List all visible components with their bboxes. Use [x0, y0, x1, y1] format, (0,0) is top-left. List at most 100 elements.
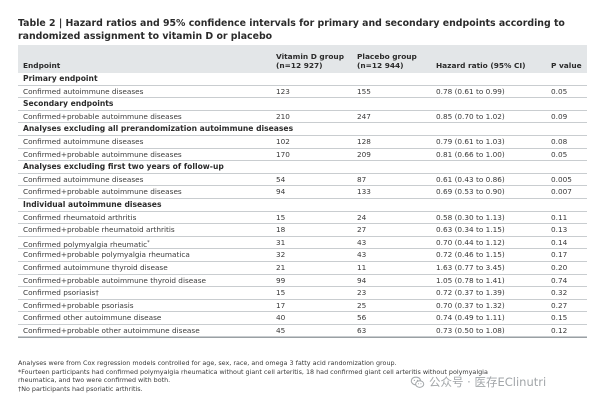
table-row: Confirmed+probable other autoimmune dise… — [18, 325, 587, 338]
cell-p-value: 0.13 — [551, 225, 568, 235]
cell-vitamin-d: 21 — [276, 262, 286, 272]
cell-hazard-ratio: 0.85 (0.70 to 1.02) — [436, 111, 505, 121]
cell-placebo: 133 — [357, 187, 371, 197]
endpoint-text: Confirmed autoimmune diseases — [23, 136, 144, 146]
cell-vitamin-d: 45 — [276, 325, 286, 335]
cell-hazard-ratio: 0.61 (0.43 to 0.86) — [436, 174, 505, 184]
cell-hazard-ratio: 0.63 (0.34 to 1.15) — [436, 225, 505, 235]
section-heading: Primary endpoint — [18, 73, 587, 86]
endpoint-text: Confirmed+probable rheumatoid arthritis — [23, 225, 175, 235]
table-row: Confirmed+probable autoimmune diseases 21… — [18, 111, 587, 124]
cell-placebo: 128 — [357, 136, 371, 146]
endpoint-text: Confirmed+probable autoimmune thyroid di… — [23, 275, 207, 285]
cell-vitamin-d: 210 — [276, 111, 290, 121]
cell-placebo: 25 — [357, 300, 367, 310]
cell-vitamin-d: 40 — [276, 313, 286, 323]
cell-hazard-ratio: 0.72 (0.46 to 1.15) — [436, 250, 505, 260]
cell-p-value: 0.15 — [551, 313, 568, 323]
table-row: Confirmed+probable autoimmune diseases 17… — [18, 149, 587, 162]
table-row: Confirmed autoimmune diseases 123 155 0.78 … — [18, 86, 587, 99]
wechat-icon — [410, 376, 425, 388]
cell-p-value: 0.11 — [551, 212, 568, 222]
cell-vitamin-d: 170 — [276, 149, 290, 159]
cell-hazard-ratio: 0.69 (0.53 to 0.90) — [436, 187, 505, 197]
cell-p-value: 0.09 — [551, 111, 568, 121]
table-header: Endpoint Vitamin D group (n=12 927) Plac… — [18, 45, 587, 73]
cell-hazard-ratio: 0.74 (0.49 to 1.11) — [436, 313, 505, 323]
cell-endpoint: Confirmed+probable polymyalgia rheumatic… — [23, 249, 190, 262]
cell-vitamin-d: 15 — [276, 288, 286, 298]
table-row: Confirmed+probable rheumatoid arthritis 1… — [18, 224, 587, 237]
table-row: Confirmed other autoimmune disease 40 56 0.… — [18, 312, 587, 325]
cell-endpoint: Confirmed+probable psoriasis — [23, 300, 134, 313]
cell-endpoint: Confirmed autoimmune thyroid disease — [23, 262, 168, 275]
cell-hazard-ratio: 0.70 (0.37 to 1.32) — [436, 300, 505, 310]
footnote-mark: * — [147, 239, 150, 246]
cell-placebo: 11 — [357, 262, 367, 272]
cell-placebo: 94 — [357, 275, 367, 285]
footnotes: Analyses were from Cox regression models… — [18, 359, 488, 393]
cell-endpoint: Confirmed+probable other autoimmune dise… — [23, 325, 200, 338]
cell-hazard-ratio: 0.70 (0.44 to 1.12) — [436, 237, 505, 247]
section-heading: Secondary endpoints — [18, 98, 587, 111]
header-vitamin-d-n: (n=12 927) — [276, 61, 323, 70]
cell-p-value: 0.005 — [551, 174, 572, 184]
cell-hazard-ratio: 0.58 (0.30 to 1.13) — [436, 212, 505, 222]
table-row: Confirmed rheumatoid arthritis 15 24 0.58 (… — [18, 212, 587, 225]
cell-p-value: 0.08 — [551, 136, 568, 146]
cell-placebo: 63 — [357, 325, 367, 335]
cell-placebo: 87 — [357, 174, 367, 184]
cell-hazard-ratio: 0.78 (0.61 to 0.99) — [436, 86, 505, 96]
table-row: Confirmed autoimmune thyroid disease 21 11… — [18, 262, 587, 275]
cell-vitamin-d: 17 — [276, 300, 286, 310]
endpoint-text: Confirmed polymyalgia rheumatic — [23, 239, 148, 249]
cell-placebo: 56 — [357, 313, 367, 323]
cell-placebo: 24 — [357, 212, 367, 222]
cell-vitamin-d: 18 — [276, 225, 286, 235]
endpoint-text: Confirmed psoriasis† — [23, 288, 99, 298]
cell-placebo: 155 — [357, 86, 371, 96]
cell-p-value: 0.74 — [551, 275, 568, 285]
cell-endpoint: Confirmed+probable rheumatoid arthritis — [23, 224, 175, 237]
cell-endpoint: Confirmed rheumatoid arthritis — [23, 212, 136, 225]
cell-placebo: 23 — [357, 288, 367, 298]
cell-vitamin-d: 31 — [276, 237, 286, 247]
cell-endpoint: Confirmed+probable autoimmune diseases — [23, 149, 182, 162]
endpoint-text: Confirmed other autoimmune disease — [23, 313, 162, 323]
cell-p-value: 0.27 — [551, 300, 568, 310]
endpoint-text: Confirmed autoimmune diseases — [23, 86, 144, 96]
cell-p-value: 0.14 — [551, 237, 568, 247]
table-row: Confirmed+probable autoimmune diseases 94… — [18, 186, 587, 199]
section-heading: Analyses excluding all prerandomization … — [18, 123, 587, 136]
footnote: *Fourteen participants had confirmed pol… — [18, 367, 488, 385]
header-vitamin-d: Vitamin D group (n=12 927) — [276, 52, 344, 70]
table-row: Confirmed polymyalgia rheumatic* 31 43 0.70… — [18, 237, 587, 250]
cell-vitamin-d: 102 — [276, 136, 290, 146]
cell-hazard-ratio: 1.63 (0.77 to 3.45) — [436, 262, 505, 272]
table-body: Primary endpoint Confirmed autoimmune dis… — [18, 73, 587, 338]
endpoint-text: Confirmed rheumatoid arthritis — [23, 212, 137, 222]
cell-vitamin-d: 123 — [276, 86, 290, 96]
cell-p-value: 0.17 — [551, 250, 568, 260]
cell-p-value: 0.007 — [551, 187, 572, 197]
cell-vitamin-d: 15 — [276, 212, 286, 222]
cell-vitamin-d: 99 — [276, 275, 286, 285]
header-vitamin-d-label: Vitamin D group — [276, 52, 344, 61]
cell-vitamin-d: 54 — [276, 174, 286, 184]
cell-endpoint: Confirmed other autoimmune disease — [23, 312, 161, 325]
header-placebo-n: (n=12 944) — [357, 61, 404, 70]
cell-placebo: 209 — [357, 149, 371, 159]
watermark-text: 公众号 · 医存EClinutri — [429, 375, 547, 389]
table-row: Confirmed autoimmune diseases 54 87 0.61 (0… — [18, 174, 587, 187]
endpoint-text: Confirmed+probable polymyalgia rheumatic… — [23, 250, 190, 260]
cell-endpoint: Confirmed psoriasis† — [23, 287, 99, 300]
table-row: Confirmed+probable psoriasis 17 25 0.70 (0.… — [18, 300, 587, 313]
cell-endpoint: Confirmed+probable autoimmune diseases — [23, 186, 182, 199]
cell-hazard-ratio: 0.73 (0.50 to 1.08) — [436, 325, 505, 335]
results-table: Endpoint Vitamin D group (n=12 927) Plac… — [18, 45, 587, 339]
endpoint-text: Confirmed+probable other autoimmune dise… — [23, 325, 200, 335]
section-heading: Individual autoimmune diseases — [18, 199, 587, 212]
table-row: Confirmed psoriasis† 15 23 0.72 (0.37 to 1.… — [18, 287, 587, 300]
cell-hazard-ratio: 0.79 (0.61 to 1.03) — [436, 136, 505, 146]
header-endpoint: Endpoint — [23, 61, 61, 70]
